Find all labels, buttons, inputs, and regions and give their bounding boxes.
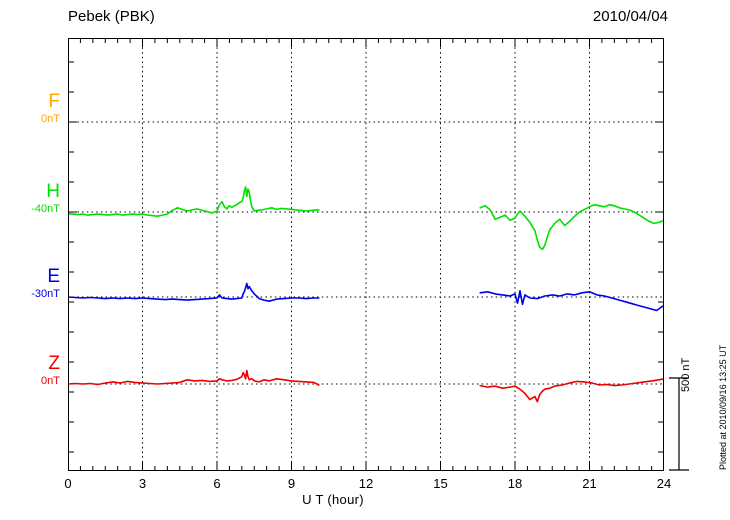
scale-bar <box>669 377 689 471</box>
component-letter-h: H <box>46 181 60 202</box>
component-label-h: H -40nT <box>8 182 60 215</box>
component-letter-z: Z <box>48 353 60 374</box>
component-value-z: 0nT <box>41 375 60 387</box>
x-tick-label: 24 <box>656 476 672 491</box>
trace-e <box>479 290 664 312</box>
x-axis-label-text: U T (hour) <box>302 492 364 507</box>
scale-bar-label: 500 nT <box>680 357 692 392</box>
x-tick-label: 12 <box>358 476 374 491</box>
component-letter-e: E <box>47 266 60 287</box>
component-label-e: E -30nT <box>8 267 60 300</box>
component-label-z: Z 0nT <box>8 354 60 387</box>
trace-z <box>68 369 320 386</box>
date-label: 2010/04/04 <box>592 8 668 25</box>
x-tick-label: 15 <box>433 476 448 491</box>
component-label-f: F 0nT <box>8 92 60 125</box>
x-tick-label: 9 <box>287 476 296 491</box>
component-value-e: -30nT <box>31 288 60 300</box>
x-axis-label: U T (hour) <box>0 492 730 507</box>
component-value-f: 0nT <box>41 113 60 125</box>
trace-e <box>68 282 320 302</box>
plot-area <box>68 38 664 471</box>
trace-h <box>479 203 664 251</box>
x-tick-label: 3 <box>138 476 147 491</box>
trace-h <box>68 186 320 217</box>
plotted-at-label: Plotted at 2010/09/16 13:25 UT <box>718 344 728 470</box>
x-tick-label: 21 <box>582 476 597 491</box>
x-tick-label: 0 <box>64 476 72 491</box>
magnetogram-chart <box>68 38 664 471</box>
component-letter-f: F <box>48 91 60 112</box>
x-tick-label: 18 <box>507 476 523 491</box>
trace-layer <box>68 186 664 403</box>
plot-border <box>68 38 664 471</box>
component-value-h: -40nT <box>31 203 60 215</box>
x-tick-label: 6 <box>213 476 221 491</box>
page-title: Pebek (PBK) <box>68 8 155 25</box>
grid-layer <box>142 38 590 471</box>
trace-z <box>479 378 664 403</box>
